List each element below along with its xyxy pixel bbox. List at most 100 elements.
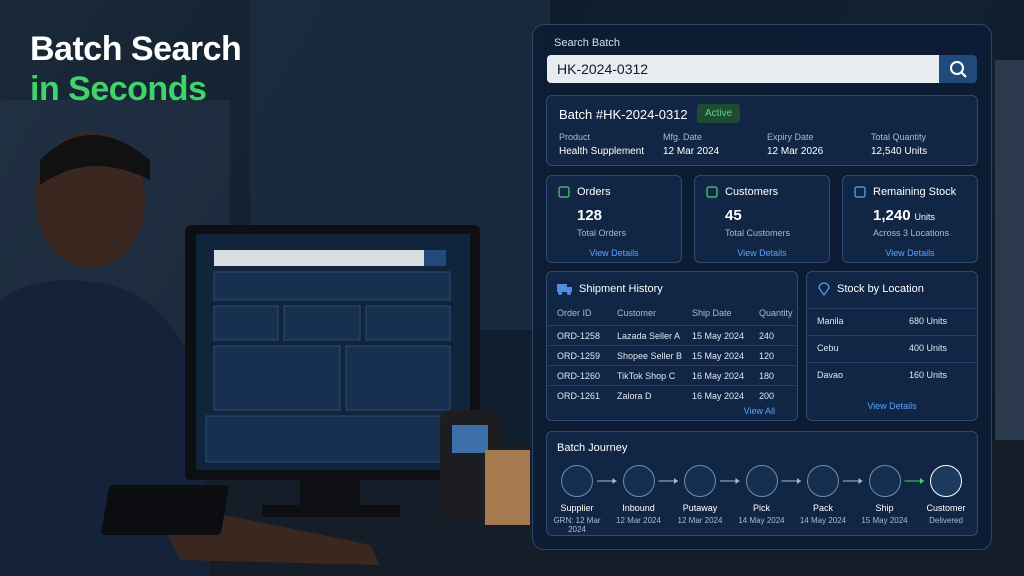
- stock-row: Manila 680 Units: [807, 308, 977, 334]
- column-header: Quantity: [759, 308, 793, 318]
- table-cell: 200: [759, 391, 775, 401]
- search-button[interactable]: [939, 55, 977, 83]
- card-title: Remaining Stock: [873, 186, 957, 198]
- step-detail: 12 Mar 2024: [677, 516, 723, 525]
- table-cell: 180: [759, 371, 775, 381]
- field-label: Total Quantity: [871, 132, 927, 142]
- location-name: Manila: [817, 316, 844, 326]
- field-value: Health Supplement: [559, 146, 645, 157]
- location-units: 160 Units: [909, 370, 948, 380]
- table-header: Order ID Customer Ship Date Quantity: [547, 304, 797, 324]
- step-name: Putaway: [682, 503, 718, 513]
- column-header: Customer: [617, 308, 657, 318]
- step-icon: [930, 465, 962, 497]
- field-label: Expiry Date: [767, 132, 814, 142]
- headline: in Seconds: [30, 70, 207, 108]
- journey-step: Supplier GRN: 12 Mar 2024: [545, 465, 609, 534]
- journey-step: Pack 14 May 2024: [791, 465, 855, 525]
- card-value-row: 45: [725, 207, 742, 224]
- step-detail: 14 May 2024: [799, 516, 847, 525]
- card-subtitle: Total Orders: [577, 228, 627, 238]
- location-units: 400 Units: [909, 343, 948, 353]
- view-details-link[interactable]: View Details: [589, 248, 639, 258]
- card-icon: [706, 186, 718, 198]
- table-cell: ORD-1260: [557, 371, 601, 381]
- step-detail: 15 May 2024: [861, 516, 908, 525]
- pin-icon: [818, 282, 830, 296]
- step-name: Ship: [875, 503, 894, 513]
- view-details-link[interactable]: View Details: [885, 248, 935, 258]
- step-detail: GRN: 12 Mar 2024: [553, 516, 601, 534]
- journey-step: Putaway 12 Mar 2024: [668, 465, 732, 525]
- field-value: 12 Mar 2026: [767, 146, 824, 157]
- table-cell: Lazada Seller A: [617, 331, 681, 341]
- search-input[interactable]: HK-2024-0312: [547, 55, 939, 83]
- card-value: 1,240: [873, 207, 911, 224]
- step-arrow: [658, 478, 678, 484]
- journey-step: Ship 15 May 2024: [853, 465, 917, 525]
- view-details-link[interactable]: View Details: [867, 401, 917, 411]
- card-icon: [854, 186, 866, 198]
- card-value-row: 1,240 Units: [873, 207, 935, 224]
- journey-arrows: [597, 478, 924, 484]
- table-cell: 120: [759, 351, 775, 361]
- step-detail: Delivered: [929, 516, 963, 525]
- column-header: Order ID: [557, 308, 592, 318]
- card-title: Stock by Location: [837, 283, 924, 295]
- table-row: ORD-1258 Lazada Seller A 15 May 2024 240: [547, 325, 797, 345]
- location-name: Davao: [817, 370, 844, 380]
- step-icon: [561, 465, 593, 497]
- search-label: Search Batch: [554, 37, 621, 49]
- shipment-card: Shipment History Order ID Customer Ship Da…: [546, 271, 798, 421]
- batch-panel: Search Batch HK-2024-0312 Batch #HK-2024…: [532, 24, 992, 550]
- column-header: Ship Date: [692, 308, 732, 318]
- stock-row: Cebu 400 Units: [807, 335, 977, 361]
- summary-card: Remaining Stock 1,240 Units Across 3 Locati…: [842, 175, 978, 263]
- step-arrow: [720, 478, 740, 484]
- batch-card: Batch #HK-2024-0312 Active Product Health…: [546, 95, 978, 166]
- card-subtitle: Across 3 Locations: [873, 228, 950, 238]
- step-detail: 14 May 2024: [738, 516, 785, 525]
- card-value: 45: [725, 207, 742, 224]
- journey-step: Inbound 12 Mar 2024: [607, 465, 671, 525]
- table-cell: ORD-1258: [557, 331, 601, 341]
- summary-card: Customers 45 Total Customers View Details: [694, 175, 830, 263]
- step-icon: [622, 465, 655, 497]
- view-details-link[interactable]: View Details: [737, 248, 787, 258]
- step-arrow: [904, 478, 924, 484]
- table-cell: ORD-1261: [557, 391, 601, 401]
- table-cell: 15 May 2024: [692, 351, 745, 361]
- field-value: 12,540 Units: [871, 146, 928, 157]
- card-title: Orders: [577, 186, 611, 198]
- card-subtitle: Total Customers: [725, 228, 791, 238]
- table-cell: 16 May 2024: [692, 371, 745, 381]
- location-units: 680 Units: [909, 316, 948, 326]
- table-cell: Shopee Seller B: [617, 351, 683, 361]
- journey-step: Customer Delivered: [914, 465, 978, 525]
- card-icon: [558, 186, 570, 198]
- step-arrow: [843, 478, 863, 484]
- card-unit: Units: [914, 212, 936, 222]
- table-row: ORD-1260 TikTok Shop C 16 May 2024 180: [547, 365, 797, 385]
- headline: Batch Search: [30, 30, 242, 68]
- journey-step: Pick 14 May 2024: [730, 465, 794, 525]
- summary-card: Orders 128 Total Orders View Details: [546, 175, 682, 263]
- table-cell: Zalora D: [617, 391, 652, 401]
- journey-card: Batch Journey Supplier GRN: 12 Mar 2024 In…: [546, 431, 978, 536]
- step-arrow: [781, 478, 801, 484]
- step-name: Inbound: [622, 503, 655, 513]
- step-name: Pack: [812, 503, 833, 513]
- step-arrow: [597, 478, 617, 484]
- step-detail: 12 Mar 2024: [616, 516, 661, 525]
- table-row: ORD-1259 Shopee Seller B 15 May 2024 120: [547, 345, 797, 365]
- table-cell: 15 May 2024: [692, 331, 745, 341]
- table-cell: TikTok Shop C: [617, 371, 676, 381]
- card-title: Batch Journey: [557, 442, 628, 454]
- card-value-row: 128: [577, 207, 602, 224]
- card-title: Customers: [725, 186, 779, 198]
- stock-card: Stock by Location Manila 680 Units Cebu 400…: [806, 271, 978, 421]
- view-all-link[interactable]: View All: [743, 406, 775, 416]
- step-name: Supplier: [560, 503, 594, 513]
- batch-title: Batch #HK-2024-0312: [559, 107, 688, 122]
